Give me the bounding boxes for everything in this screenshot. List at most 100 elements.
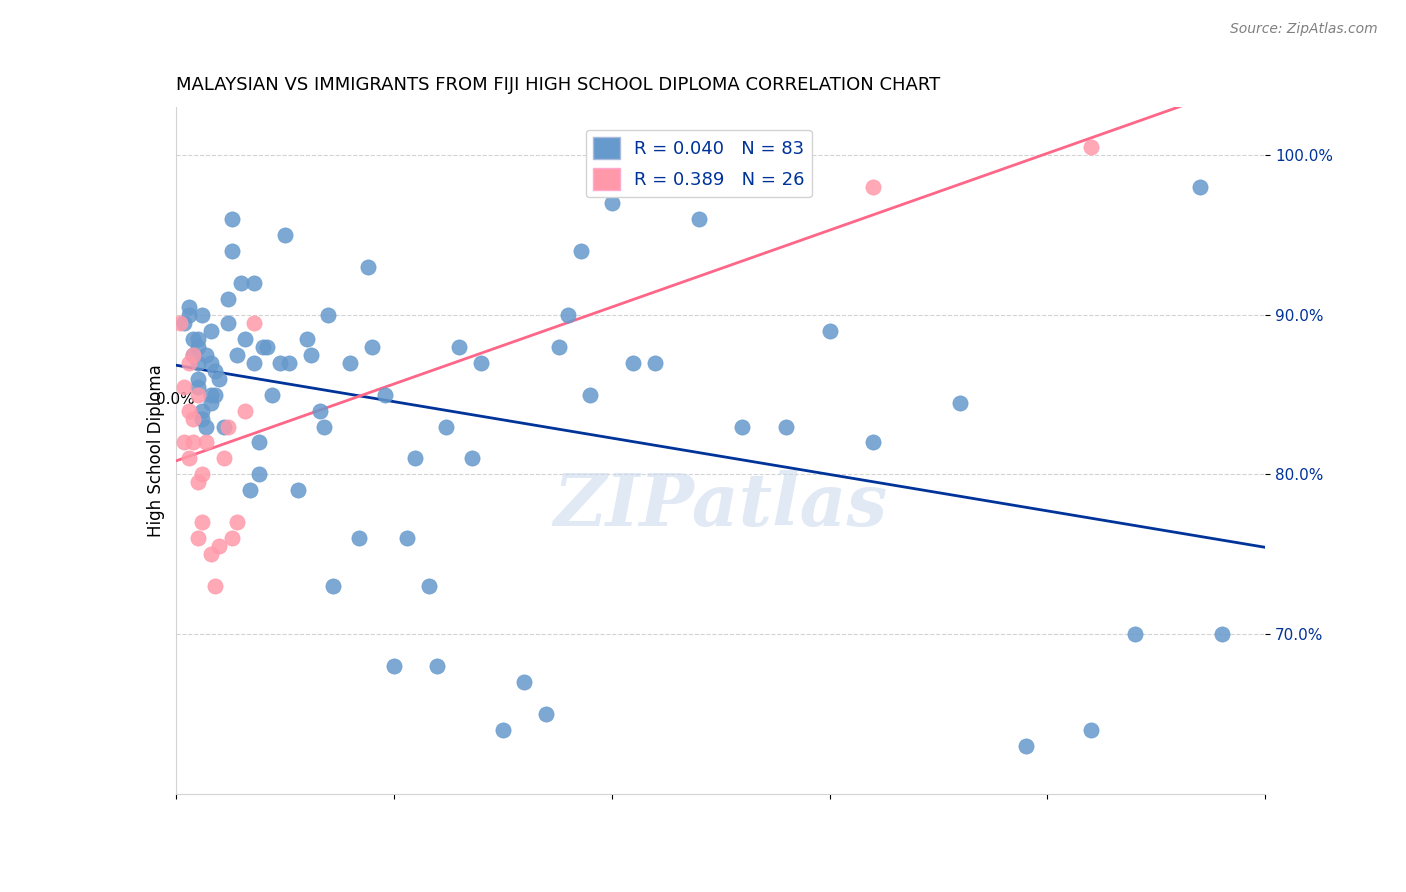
Text: ZIPatlas: ZIPatlas xyxy=(554,470,887,541)
Text: MALAYSIAN VS IMMIGRANTS FROM FIJI HIGH SCHOOL DIPLOMA CORRELATION CHART: MALAYSIAN VS IMMIGRANTS FROM FIJI HIGH S… xyxy=(176,77,941,95)
Point xyxy=(225,516,247,530)
Point xyxy=(186,340,209,354)
Point xyxy=(644,356,666,370)
Text: 0.0%: 0.0% xyxy=(156,392,195,407)
Point xyxy=(461,451,484,466)
Point xyxy=(470,356,492,370)
Point xyxy=(177,451,200,466)
Point xyxy=(600,195,623,210)
Point xyxy=(434,419,457,434)
Point xyxy=(217,316,239,330)
Point xyxy=(191,308,214,322)
Point xyxy=(173,379,195,393)
Point xyxy=(195,435,218,450)
Point xyxy=(235,332,257,346)
Point xyxy=(221,531,243,545)
Point xyxy=(191,467,214,482)
Legend: R = 0.040   N = 83, R = 0.389   N = 26: R = 0.040 N = 83, R = 0.389 N = 26 xyxy=(585,130,813,197)
Point xyxy=(208,371,231,385)
Point xyxy=(186,387,209,401)
Point xyxy=(195,419,218,434)
Point xyxy=(269,356,291,370)
Point xyxy=(217,292,239,306)
Point xyxy=(177,356,200,370)
Point xyxy=(360,340,382,354)
Point xyxy=(221,211,243,226)
Point xyxy=(405,451,427,466)
Point xyxy=(492,723,515,737)
Point xyxy=(204,579,226,593)
Point xyxy=(186,356,209,370)
Point xyxy=(247,467,270,482)
Point xyxy=(200,387,222,401)
Point xyxy=(181,348,204,362)
Point xyxy=(1123,627,1146,641)
Point xyxy=(260,387,283,401)
Point xyxy=(621,356,644,370)
Point xyxy=(534,706,557,721)
Point xyxy=(339,356,361,370)
Point xyxy=(217,419,239,434)
Point xyxy=(557,308,579,322)
Point xyxy=(243,356,266,370)
Point xyxy=(447,340,470,354)
Point xyxy=(200,547,222,561)
Point xyxy=(221,244,243,258)
Point xyxy=(195,348,218,362)
Point xyxy=(775,419,797,434)
Point xyxy=(1189,180,1212,194)
Point xyxy=(818,324,841,338)
Point xyxy=(569,244,592,258)
Point xyxy=(322,579,344,593)
Point xyxy=(1211,627,1233,641)
Point xyxy=(382,659,405,673)
Point xyxy=(731,419,754,434)
Point xyxy=(239,483,262,498)
Point xyxy=(200,324,222,338)
Point xyxy=(949,395,972,409)
Point xyxy=(299,348,322,362)
Point xyxy=(181,348,204,362)
Point xyxy=(231,276,253,290)
Point xyxy=(169,316,191,330)
Point xyxy=(235,403,257,417)
Point xyxy=(204,363,226,377)
Point xyxy=(548,340,571,354)
Point xyxy=(208,539,231,553)
Point xyxy=(356,260,378,274)
Point xyxy=(318,308,340,322)
Point xyxy=(274,227,297,242)
Point xyxy=(243,276,266,290)
Point xyxy=(278,356,301,370)
Point xyxy=(186,332,209,346)
Point xyxy=(186,371,209,385)
Point xyxy=(1015,739,1038,753)
Point xyxy=(395,531,418,545)
Point xyxy=(252,340,274,354)
Point xyxy=(862,435,884,450)
Point xyxy=(177,308,200,322)
Point xyxy=(186,531,209,545)
Point xyxy=(177,300,200,314)
Point xyxy=(287,483,309,498)
Point xyxy=(579,387,602,401)
Point xyxy=(212,451,235,466)
Point xyxy=(181,435,204,450)
Point xyxy=(418,579,440,593)
Point xyxy=(862,180,884,194)
Text: Source: ZipAtlas.com: Source: ZipAtlas.com xyxy=(1230,22,1378,37)
Point xyxy=(181,411,204,425)
Point xyxy=(295,332,318,346)
Point xyxy=(374,387,396,401)
Point xyxy=(177,403,200,417)
Point xyxy=(1080,140,1102,154)
Point xyxy=(256,340,278,354)
Point xyxy=(243,316,266,330)
Point xyxy=(212,419,235,434)
Point xyxy=(173,316,195,330)
Y-axis label: High School Diploma: High School Diploma xyxy=(146,364,165,537)
Point xyxy=(225,348,247,362)
Point xyxy=(191,403,214,417)
Point xyxy=(173,435,195,450)
Point xyxy=(186,475,209,490)
